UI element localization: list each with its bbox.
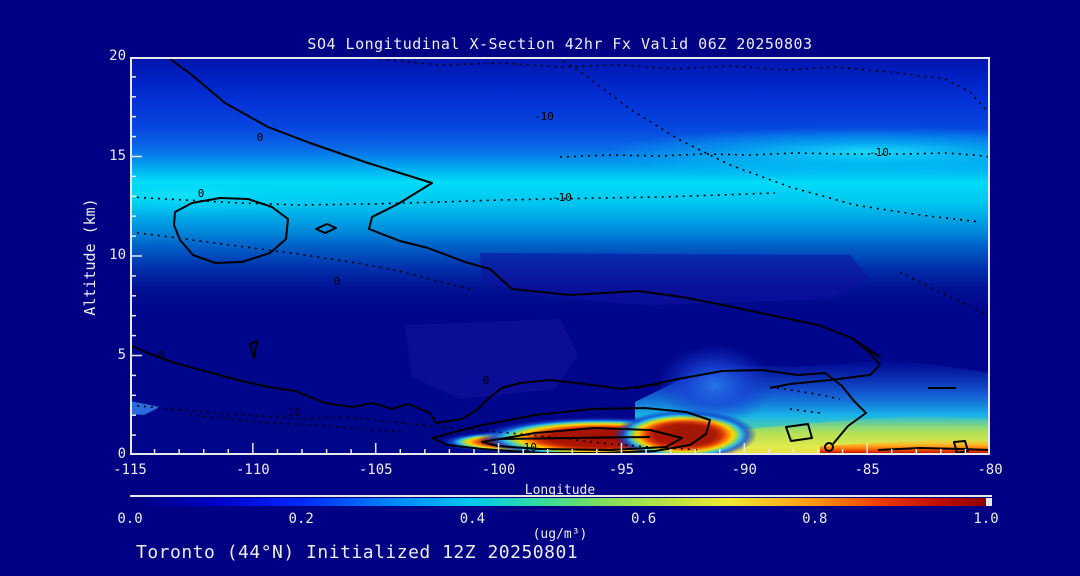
colorbar-units-label: (ug/m³) bbox=[532, 527, 588, 542]
y-tick-label: 20 bbox=[109, 48, 126, 64]
plot-area: 0 0 0 0 0 -10 -10 -10 -10 -10 bbox=[130, 57, 990, 455]
contour-label: -10 bbox=[552, 191, 572, 204]
contour-label: -10 bbox=[534, 110, 554, 123]
x-tick-label: -115 bbox=[113, 462, 147, 478]
contour-label: 0 bbox=[158, 349, 165, 362]
colorbar-tick-label: 0.8 bbox=[802, 511, 828, 527]
y-tick-label: 5 bbox=[117, 346, 126, 363]
low-level-light-patch bbox=[405, 319, 578, 399]
contour-label: 0 bbox=[483, 374, 490, 387]
colorbar-tick-label: 1.0 bbox=[973, 511, 999, 527]
colorbar bbox=[130, 495, 992, 507]
contour-label: -10 bbox=[517, 441, 537, 454]
plot-frame bbox=[130, 57, 990, 455]
colorbar-endcap bbox=[986, 498, 992, 506]
colorbar-tick-label: 0.0 bbox=[117, 511, 143, 527]
colorbar-gradient bbox=[130, 498, 986, 506]
x-tick-label: -85 bbox=[854, 462, 880, 478]
colorbar-tick-label: 0.6 bbox=[630, 511, 657, 527]
dotted-contour-lines bbox=[130, 57, 990, 451]
colorbar-tick-label: 0.4 bbox=[459, 511, 486, 527]
y-tick-label: 10 bbox=[109, 247, 126, 263]
lofted-blue-plume bbox=[657, 345, 773, 425]
x-tick-label: -90 bbox=[731, 462, 757, 478]
upper-cyan-band-east bbox=[605, 127, 990, 177]
x-tick-label: -105 bbox=[358, 462, 393, 478]
y-tick-label: 15 bbox=[109, 147, 126, 164]
colorbar-top-rule bbox=[130, 495, 992, 497]
solid-contour-lines bbox=[130, 58, 990, 454]
contour-label: 0 bbox=[257, 131, 264, 144]
xsection-plot-canvas: 0 0 0 0 0 -10 -10 -10 -10 -10 bbox=[130, 57, 990, 455]
west-edge-blue-wedge bbox=[130, 401, 160, 415]
x-tick-label: -95 bbox=[608, 462, 635, 478]
chart-title: SO4 Longitudinal X-Section 42hr Fx Valid… bbox=[307, 35, 813, 53]
contour-label: -10 bbox=[281, 406, 301, 419]
x-tick-label: -80 bbox=[977, 462, 1003, 478]
x-axis-label: Longitude bbox=[524, 483, 596, 498]
contour-label: 0 bbox=[198, 187, 205, 200]
run-info-label: Toronto (44°N) Initialized 12Z 20250801 bbox=[136, 542, 579, 563]
colorbar-tick-label: 0.2 bbox=[288, 511, 314, 527]
contour-label: -10 bbox=[869, 146, 889, 159]
x-tick-label: -100 bbox=[481, 462, 516, 478]
y-tick-label: 0 bbox=[117, 446, 126, 462]
contour-label: 0 bbox=[334, 275, 341, 288]
contour-value-labels: 0 0 0 0 0 -10 -10 -10 -10 -10 bbox=[158, 110, 889, 454]
mid-level-light-patch bbox=[480, 253, 870, 305]
x-tick-label: -110 bbox=[235, 462, 270, 478]
